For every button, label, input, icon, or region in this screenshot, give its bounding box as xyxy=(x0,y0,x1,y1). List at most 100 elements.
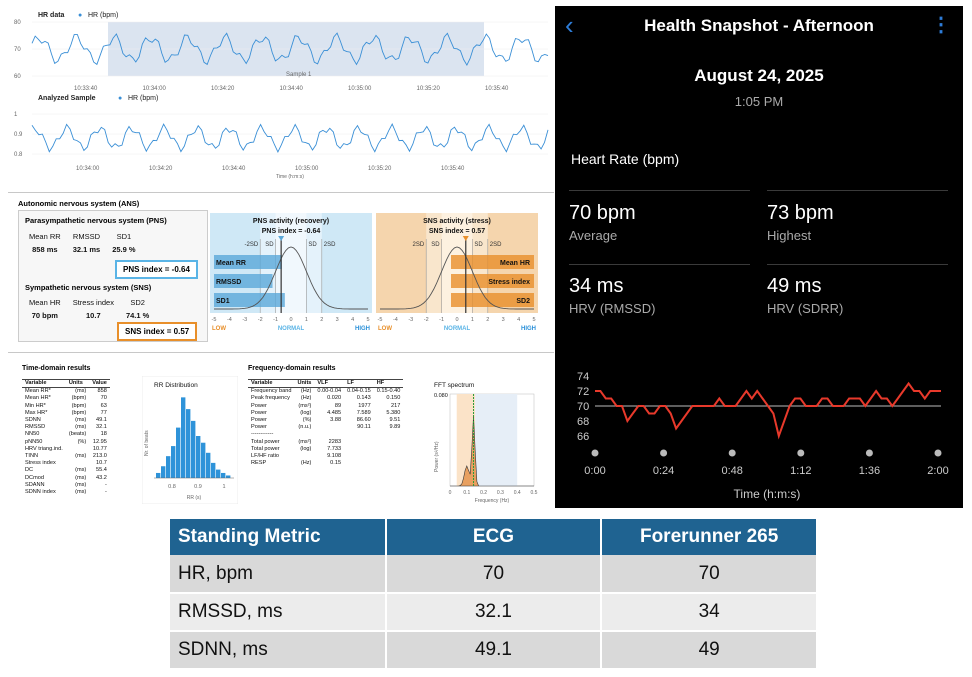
column-header: ECG xyxy=(385,519,603,555)
table-header: Variable xyxy=(248,378,295,389)
sns-gauge-chart: SNS activity (stress)SNS index = 0.572SD… xyxy=(376,213,538,332)
table-cell: - xyxy=(105,489,107,496)
scale-tick-label: -1 xyxy=(439,317,444,323)
fft-x-label: Frequency (Hz) xyxy=(475,498,510,504)
x-tick-label: 10:34:20 xyxy=(149,166,173,172)
rmssd-label: HRV (RMSSD) xyxy=(569,301,656,316)
table-cell xyxy=(374,446,404,453)
scale-tick-label: 1 xyxy=(471,317,474,323)
metric-divider xyxy=(569,264,750,265)
table-cell xyxy=(294,431,314,438)
table-cell: Min HR* xyxy=(25,402,46,409)
index-marker-triangle xyxy=(462,236,469,241)
table-cell: Mean RR* xyxy=(25,388,51,395)
table-cell: 4.485 xyxy=(327,409,342,416)
highest-hr-value: 73 bpm xyxy=(767,202,834,224)
divider xyxy=(8,352,554,353)
spectrum-area xyxy=(450,415,534,487)
table-row: TINN (ms) 213.0 xyxy=(22,453,110,460)
sample-label: Sample 1 xyxy=(286,72,312,78)
x-tick-label: 0.5 xyxy=(531,490,538,496)
scale-tick-label: -3 xyxy=(242,317,247,323)
sns-gauge: SNS activity (stress) SNS index = 0.57 2SD… xyxy=(376,213,538,332)
table-row: pNN50 (%) 12.95 xyxy=(22,439,110,446)
more-options-icon[interactable]: ⋮ xyxy=(931,14,951,36)
sd-label: SD xyxy=(308,242,317,248)
hf-band xyxy=(475,394,518,486)
table-cell: DCmod xyxy=(25,474,44,481)
table-cell: 43.2 xyxy=(96,474,107,481)
table-cell: 9.89 xyxy=(389,424,401,431)
table-row: SDNN, ms 49.1 49 xyxy=(170,631,818,670)
table-cell: (Hz) xyxy=(300,388,312,395)
normal-label: NORMAL xyxy=(444,326,471,331)
phone-title: Health Snapshot - Afternoon xyxy=(644,16,874,35)
table-cell: 9.108 xyxy=(327,453,342,460)
column-header: Forerunner 265 xyxy=(601,519,818,555)
parameter-label: SD2 xyxy=(516,298,530,305)
high-label: HIGH xyxy=(521,326,536,331)
x-tick-dot xyxy=(591,449,599,457)
x-tick-dot xyxy=(728,449,736,457)
pns-table: Mean RR RMSSD SD1 858 ms 32.1 ms 25.9 % xyxy=(27,229,148,257)
table-cell: Max HR* xyxy=(25,409,48,416)
scale-tick-label: -2 xyxy=(258,317,263,323)
scale-tick-label: -4 xyxy=(393,317,398,323)
table-row: RMSSD (ms) 32.1 xyxy=(22,424,110,431)
table-cell xyxy=(314,431,344,438)
x-tick-label: 10:35:40 xyxy=(485,86,509,92)
table-cell: NN50 xyxy=(25,431,40,438)
ecg-value: 70 xyxy=(385,555,603,594)
scale-tick-label: -3 xyxy=(408,317,413,323)
table-cell: 9.51 xyxy=(389,417,401,424)
table-cell: HRV triang.ind. xyxy=(25,445,63,452)
back-chevron-icon[interactable]: ‹ xyxy=(565,10,574,40)
table-cell xyxy=(344,460,374,467)
table-row: HR, bpm 70 70 xyxy=(170,555,818,594)
table-header: HF xyxy=(373,378,404,389)
table-cell: SDNN index xyxy=(25,489,56,496)
sd-label: 2SD xyxy=(490,242,502,248)
average-hr-label: Average xyxy=(569,228,618,243)
x-tick-dot xyxy=(865,449,873,457)
forerunner-value: 34 xyxy=(601,593,818,632)
y-tick-label: 68 xyxy=(577,416,589,428)
y-tick-label: 70 xyxy=(577,401,589,413)
hr-data-chart: 80 70 60 10:33:40 10:34:00 10:34:20 10:34:40 10… xyxy=(14,20,555,92)
bell-curve xyxy=(214,246,368,310)
low-label: LOW xyxy=(378,326,392,331)
parameter-label: Stress index xyxy=(488,279,530,286)
x-tick-label: 10:36:00 xyxy=(554,86,555,92)
table-cell: 86.60 xyxy=(356,417,371,424)
table-cell: (ms) xyxy=(75,417,87,424)
table-cell: 5.380 xyxy=(386,409,401,416)
table-row: Peak frequency (Hz) 0.020 0.143 0.150 xyxy=(248,395,403,402)
x-tick-label: 0.2 xyxy=(480,490,487,496)
table-cell: (ms) xyxy=(75,481,87,488)
scale-tick-label: 3 xyxy=(336,317,339,323)
freq-domain-table: Variable Units VLF LF HF Frequency band (Hz) 0… xyxy=(248,378,404,467)
table-cell: (ms) xyxy=(75,474,87,481)
gauge-title: PNS activity (recovery) xyxy=(253,218,329,225)
table-row: DC (ms) 55.4 xyxy=(22,467,110,474)
time-domain-table: Variable Units Value Mean RR* (ms) 858 Mean H… xyxy=(22,378,110,496)
table-header: Variable xyxy=(22,378,66,389)
table-cell: Power xyxy=(251,402,267,409)
x-tick-label: 10:33:40 xyxy=(74,86,98,92)
table-cell: 0.00-0.04 xyxy=(317,388,342,395)
table-cell xyxy=(344,439,374,446)
table-cell: 1977 xyxy=(358,402,371,409)
hr-series-line xyxy=(31,32,549,67)
scale-tick-label: 0 xyxy=(455,317,458,323)
table-cell: 12.95 xyxy=(92,438,107,445)
table-cell: 89 xyxy=(334,402,342,409)
table-cell: SDANN xyxy=(25,481,45,488)
comparison-table: Standing Metric ECG Forerunner 265 HR, b… xyxy=(170,519,818,670)
bell-curve xyxy=(380,246,534,310)
table-cell xyxy=(66,460,89,467)
table-cell: - xyxy=(105,481,107,488)
table-cell: LF/HF ratio xyxy=(251,453,279,460)
table-cell: 0.020 xyxy=(327,395,342,402)
histogram-bar xyxy=(196,436,201,478)
